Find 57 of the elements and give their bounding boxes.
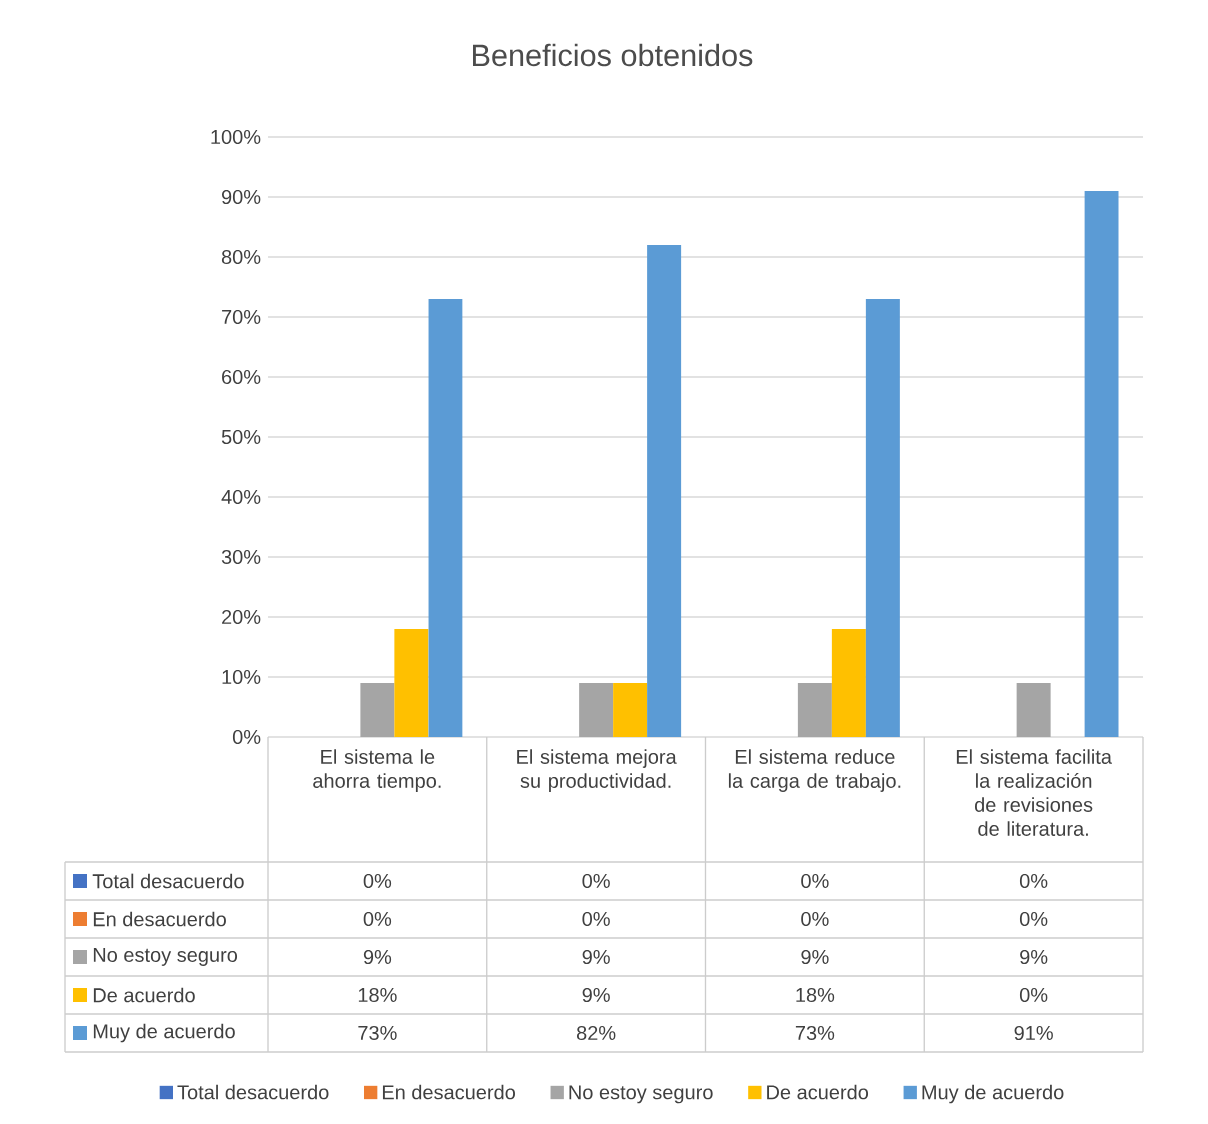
data-label: 0% — [1019, 911, 1048, 927]
data-label: 0% — [363, 911, 392, 927]
y-tick-label: 0% — [232, 729, 261, 745]
bar — [428, 298, 463, 737]
bar — [831, 628, 866, 737]
text: Muy de acuerdo — [922, 1084, 1064, 1104]
data-label: 0% — [801, 873, 829, 889]
legend-label: De acuerdo — [93, 987, 195, 1003]
data-label: 73% — [795, 1025, 835, 1041]
bar — [865, 298, 900, 737]
y-tick-label: 20% — [222, 609, 261, 625]
legend-label: En desacuerdo — [382, 1084, 515, 1100]
chart-title: Beneficios obtenidos — [473, 43, 753, 67]
data-label: 0% — [582, 873, 610, 889]
x-tick-label: El sistema le ahorra tiempo. — [313, 749, 441, 792]
data-label: 91% — [1014, 1025, 1053, 1041]
bar — [1016, 682, 1051, 737]
data-label: 18% — [358, 987, 397, 1003]
y-tick-label: 30% — [221, 549, 261, 565]
bar — [360, 682, 395, 737]
data-label: 73% — [358, 1025, 397, 1041]
data-label: 9% — [1020, 949, 1048, 965]
text: De acuerdo — [767, 1084, 869, 1100]
data-label: 0% — [582, 911, 610, 927]
text: En desacuerdo — [93, 911, 226, 927]
y-tick-label: 60% — [222, 369, 261, 385]
text: Total desacuerdo — [92, 873, 244, 889]
x-tick-label: El sistema reduce la carga de trabajo. — [728, 749, 901, 792]
data-label: 0% — [1019, 987, 1048, 1003]
y-tick-label: 40% — [221, 489, 261, 505]
legend-label: Muy de acuerdo — [93, 1023, 235, 1043]
bar — [394, 628, 429, 737]
data-label: 9% — [582, 987, 610, 1003]
data-label: 0% — [1019, 873, 1048, 889]
data-label: 9% — [582, 949, 610, 965]
bar — [613, 682, 648, 737]
y-tick-label: 100% — [211, 129, 261, 145]
y-tick-label: 10% — [222, 669, 261, 685]
data-label: 9% — [801, 949, 829, 965]
y-tick-label: 90% — [221, 189, 261, 205]
bar — [1084, 190, 1119, 737]
x-tick-label: El sistema mejora su productividad. — [517, 749, 677, 792]
data-label: 82% — [576, 1025, 616, 1041]
data-label: 9% — [363, 949, 392, 965]
legend-label: No estoy seguro — [93, 948, 238, 966]
text: No estoy seguro — [569, 1085, 713, 1104]
x-tick-label: El sistema facilita la realización de revisiones de literatura. — [956, 749, 1112, 836]
bar — [647, 244, 682, 737]
bar — [579, 682, 614, 737]
data-label: 18% — [796, 987, 835, 1003]
legend-label: Total desacuerdo — [177, 1084, 329, 1100]
y-tick-label: 70% — [222, 309, 261, 325]
data-label: 0% — [363, 873, 392, 889]
data-label: 0% — [801, 911, 829, 927]
bar — [797, 682, 832, 737]
y-tick-label: 50% — [221, 429, 261, 445]
y-tick-label: 80% — [221, 249, 261, 265]
